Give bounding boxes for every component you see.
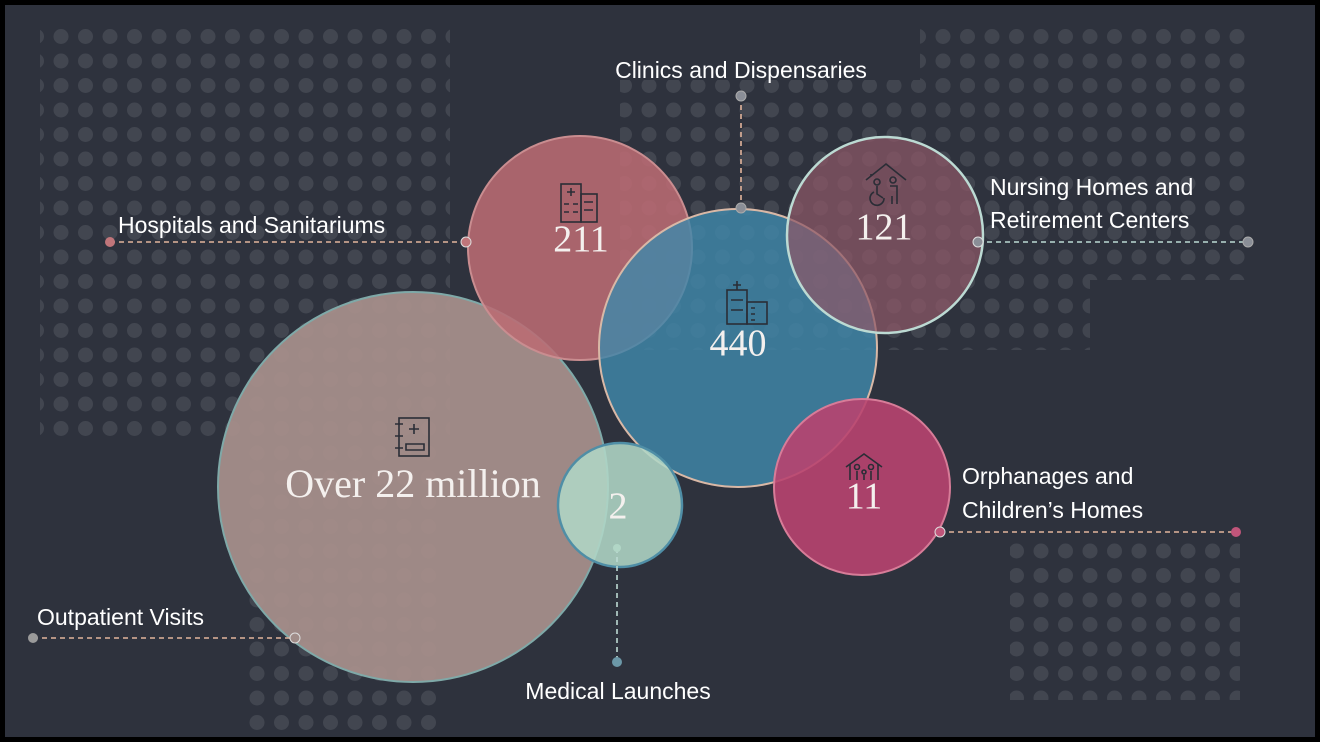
value: 121 [856, 207, 913, 249]
value: Over 22 million [285, 461, 541, 506]
icon-clinic [726, 281, 768, 325]
label: Children’s Homes [962, 497, 1143, 523]
bubble-nursing [785, 135, 985, 335]
value: 440 [710, 323, 767, 365]
icon-records [395, 417, 430, 457]
label: Nursing Homes and [990, 174, 1193, 200]
icon-nursing [865, 162, 907, 207]
icon-orphanage [845, 453, 883, 480]
label: Clinics and Dispensaries [615, 57, 867, 83]
bubble-orphanages [773, 398, 951, 576]
bubble-medical-launches [556, 441, 684, 569]
label: Retirement Centers [990, 207, 1189, 233]
leaders [28, 90, 1254, 667]
value: 2 [609, 486, 628, 528]
label: Outpatient Visits [37, 604, 204, 630]
label: Medical Launches [525, 678, 710, 704]
icon-hospital [560, 183, 598, 223]
value: 11 [846, 476, 883, 518]
label: Hospitals and Sanitariums [118, 212, 385, 238]
value: 211 [553, 219, 609, 261]
label: Orphanages and [962, 463, 1133, 489]
